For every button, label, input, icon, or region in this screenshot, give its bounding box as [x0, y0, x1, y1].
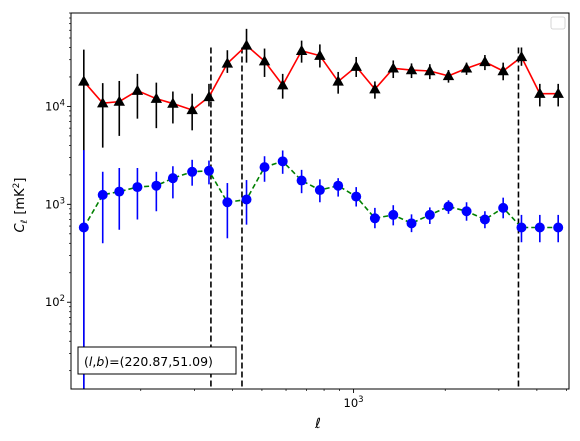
triangle-marker — [276, 79, 289, 90]
circle-marker — [553, 222, 564, 233]
triangle-marker — [97, 97, 109, 108]
triangle-marker — [350, 60, 362, 71]
triangle-marker — [424, 65, 436, 76]
circle-marker — [314, 185, 325, 196]
y-tick-label: 103 — [45, 196, 65, 211]
x-tick-label: 103 — [344, 395, 364, 410]
triangle-marker — [515, 50, 528, 62]
triangle-marker — [534, 87, 546, 98]
triangle-marker — [221, 57, 234, 68]
plot-frame — [70, 12, 570, 390]
circle-marker — [479, 214, 490, 225]
triangle-marker — [113, 95, 125, 106]
circle-marker — [259, 162, 270, 173]
circle-marker — [132, 182, 143, 193]
circle-marker — [516, 222, 527, 233]
circle-marker — [534, 222, 545, 233]
triangle-marker — [295, 44, 308, 55]
circle-marker — [222, 197, 233, 208]
triangle-marker — [479, 55, 491, 67]
circle-marker — [498, 202, 509, 213]
y-tick-label: 104 — [45, 98, 65, 113]
triangle-marker — [497, 65, 509, 76]
circle-marker — [114, 186, 125, 197]
circle-marker — [369, 213, 380, 224]
triangle-marker — [442, 69, 455, 81]
triangle-marker — [332, 75, 344, 86]
triangle-marker — [369, 83, 381, 94]
vertical-reference-lines — [210, 47, 520, 389]
circle-marker — [424, 209, 435, 220]
triangle-marker — [78, 75, 90, 86]
circle-marker — [461, 206, 472, 217]
triangle-marker — [167, 97, 179, 108]
circle-marker — [241, 194, 252, 205]
circle-marker — [406, 218, 417, 229]
circle-marker — [151, 180, 162, 191]
triangle-marker — [240, 39, 253, 50]
triangle-marker — [387, 62, 399, 73]
triangle-marker — [314, 49, 326, 60]
legend-box — [550, 16, 566, 30]
circle-marker — [351, 191, 362, 202]
triangle-marker — [203, 90, 215, 102]
y-tick-label: 102 — [45, 294, 65, 309]
circle-marker — [78, 222, 89, 233]
triangle-marker — [552, 87, 564, 98]
circle-marker — [443, 201, 454, 212]
circle-marker — [277, 156, 288, 167]
circle-marker — [97, 189, 108, 200]
circle-marker — [167, 173, 178, 184]
triangle-marker — [460, 62, 473, 73]
x-axis-label: ℓ — [314, 416, 321, 432]
circle-marker — [333, 180, 344, 191]
triangle-marker — [150, 92, 163, 103]
triangle-marker — [258, 55, 271, 66]
y-axis-label: Cℓ[mK2] — [12, 178, 30, 233]
circle-marker — [203, 165, 214, 176]
coordinates-annotation: (l,b)=(220.87,51.09) — [77, 346, 237, 375]
circle-marker — [296, 175, 307, 186]
circle-marker — [187, 166, 198, 177]
triangle-marker — [186, 103, 198, 115]
series-2 — [78, 150, 564, 389]
annotation-text: (l,b)=(220.87,51.09) — [84, 354, 213, 369]
triangle-marker — [131, 84, 144, 95]
annotation-box — [77, 346, 237, 375]
series-layer — [78, 28, 564, 389]
triangle-marker — [405, 64, 418, 75]
circle-marker — [388, 209, 399, 220]
